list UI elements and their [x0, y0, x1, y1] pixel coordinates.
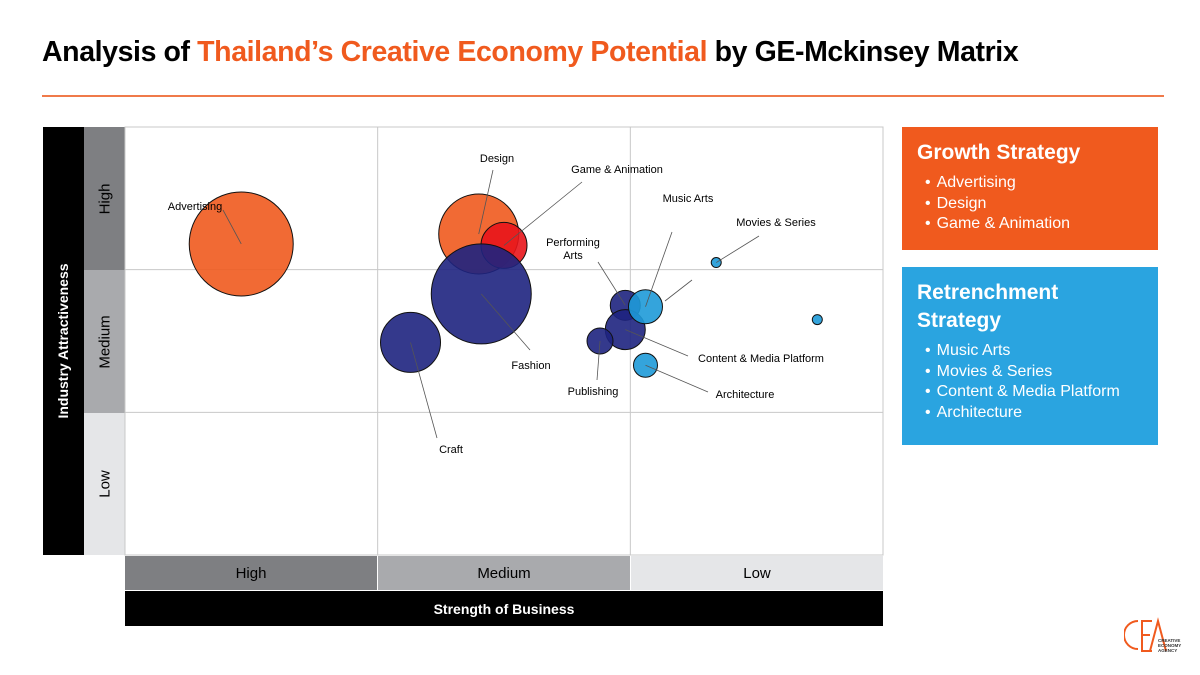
bubble-label: Content & Media Platform — [698, 353, 824, 365]
leader-line — [597, 261, 626, 306]
x-band-high: High — [125, 556, 377, 590]
page-title: Analysis of Thailand’s Creative Economy … — [42, 36, 1172, 69]
leader-line — [503, 181, 583, 246]
bubble-label: Music Arts — [663, 193, 714, 205]
retrenchment-strategy-list: Music Arts Movies & Series Content & Med… — [917, 341, 1144, 423]
title-prefix: Analysis of — [42, 36, 198, 68]
list-item: Game & Animation — [925, 214, 1144, 235]
x-tick-high: High — [235, 564, 267, 582]
bubble-label: Fashion — [511, 360, 550, 372]
leader-line — [478, 169, 494, 235]
list-item: Music Arts — [925, 341, 1144, 362]
plot-frame — [124, 126, 884, 556]
title-divider — [42, 95, 1164, 97]
logo-text-line2: ECONOMY — [1158, 643, 1182, 648]
y-axis-bar — [43, 127, 84, 555]
bubble-label: Game & Animation — [571, 164, 663, 176]
x-axis-title: Strength of Business — [433, 600, 575, 617]
leader-line — [645, 364, 709, 393]
leader-line — [716, 235, 760, 263]
retrenchment-strategy-title: Retrenchment Strategy — [917, 279, 1144, 335]
bubble — [811, 314, 823, 326]
title-suffix: by GE-Mckinsey Matrix — [707, 36, 1019, 68]
growth-strategy-title: Growth Strategy — [917, 141, 1081, 164]
bubble-label: Performing Arts — [546, 237, 600, 262]
cea-logo-icon — [1124, 617, 1167, 652]
list-item: Content & Media Platform — [925, 382, 1144, 403]
list-item: Architecture — [925, 403, 1144, 424]
y-band-high: High — [84, 127, 125, 270]
bubble-label: Advertising — [168, 201, 222, 213]
retrenchment-title-line1: Retrenchment — [917, 281, 1059, 304]
logo-text-line3: AGENCY — [1158, 648, 1178, 653]
growth-strategy-box: Growth Strategy Advertising Design Game … — [902, 127, 1158, 250]
title-highlight: Thailand’s Creative Economy Potential — [197, 36, 708, 68]
leader-line — [222, 209, 242, 245]
x-tick-medium: Medium — [477, 564, 531, 582]
logo-text: CREATIVE ECONOMY AGENCY — [1158, 638, 1181, 653]
growth-strategy-list: Advertising Design Game & Animation — [917, 173, 1144, 235]
list-item: Design — [925, 194, 1144, 215]
leader-line — [410, 342, 438, 439]
retrenchment-title-line2: Strategy — [917, 309, 1002, 332]
bubble-label: Craft — [439, 444, 463, 456]
list-item: Advertising — [925, 173, 1144, 194]
leader-line — [645, 231, 673, 307]
bubble-label: Architecture — [716, 389, 775, 401]
logo-text-line1: CREATIVE — [1158, 638, 1181, 643]
y-band-medium: Medium — [84, 270, 125, 413]
bubble-label: Movies & Series — [736, 217, 816, 229]
leader-line — [480, 293, 531, 351]
y-band-low: Low — [84, 413, 125, 555]
leader-line — [664, 279, 693, 302]
retrenchment-strategy-box: Retrenchment Strategy Music Arts Movies &… — [902, 267, 1158, 445]
leader-line — [596, 340, 601, 381]
x-band-medium: Medium — [378, 556, 630, 590]
x-band-low: Low — [631, 556, 883, 590]
x-tick-low: Low — [743, 564, 771, 582]
bubble-label: Design — [480, 153, 514, 165]
x-axis-bar: Strength of Business — [125, 591, 883, 626]
bubble-label: Publishing — [568, 386, 619, 398]
list-item: Movies & Series — [925, 362, 1144, 383]
leader-line — [625, 329, 689, 357]
